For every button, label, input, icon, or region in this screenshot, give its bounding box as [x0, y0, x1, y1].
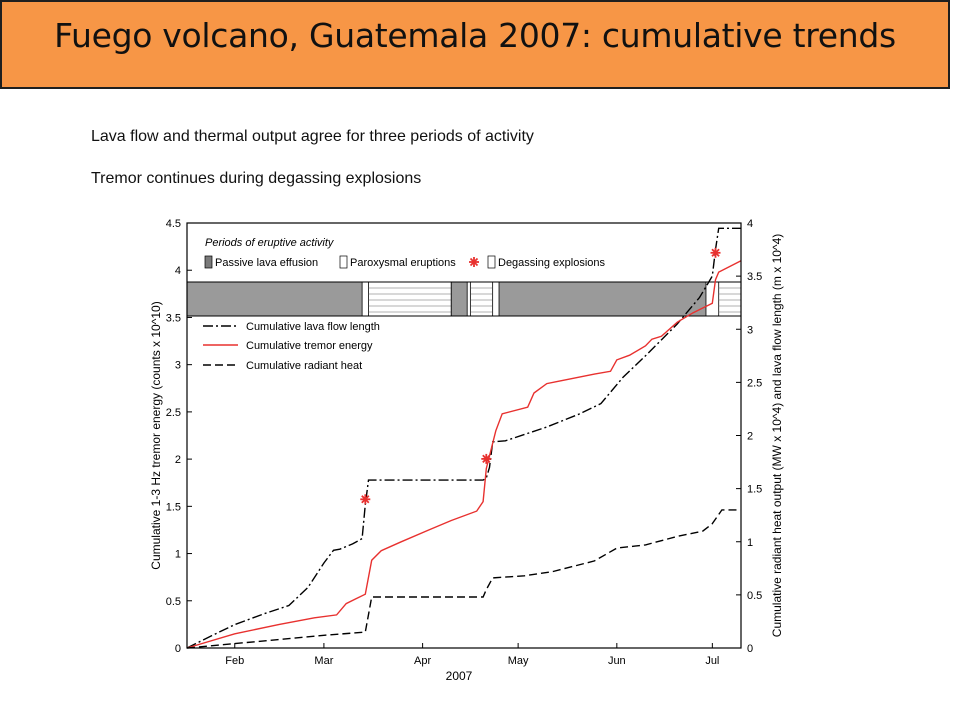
legend-star-icon [469, 257, 479, 267]
activity-band-passive [186, 281, 363, 317]
legend-label-tremor-energy-line: Cumulative tremor energy [246, 340, 373, 352]
period-legend-title: Periods of eruptive activity [205, 237, 335, 249]
activity-band-passive [450, 281, 468, 317]
paroxysmal-eruption-marker [710, 247, 721, 258]
x-tick-label: May [508, 655, 529, 667]
left-tick-label: 4 [175, 265, 181, 277]
left-tick-label: 2.5 [166, 407, 181, 419]
period-legend-box [194, 232, 636, 274]
paroxysmal-eruption-marker [360, 494, 371, 505]
left-tick-label: 3.5 [166, 312, 181, 324]
right-tick-label: 3 [747, 324, 753, 336]
left-tick-label: 3 [175, 360, 181, 372]
right-tick-label: 4 [747, 218, 753, 230]
slide-title: Fuego volcano, Guatemala 2007: cumulativ… [54, 16, 896, 55]
legend-label-lava-flow-length-line: Cumulative lava flow length [246, 321, 380, 333]
legend-label-paroxysmal: Paroxysmal eruptions [350, 257, 456, 269]
right-tick-label: 2 [747, 431, 753, 443]
left-tick-label: 2 [175, 454, 181, 466]
radiant-heat-line [186, 509, 741, 649]
title-bar: Fuego volcano, Guatemala 2007: cumulativ… [0, 0, 950, 89]
legend-label-degassing: Degassing explosions [498, 257, 606, 269]
left-tick-label: 0.5 [166, 596, 181, 608]
activity-band-degassing [469, 281, 494, 317]
x-axis-label: 2007 [446, 669, 473, 683]
x-tick-label: Mar [314, 655, 333, 667]
legend-label-passive: Passive lava effusion [215, 257, 318, 269]
paroxysmal-eruption-marker [481, 453, 492, 464]
legend-swatch-passive [204, 255, 213, 269]
left-tick-label: 4.5 [166, 218, 181, 230]
left-tick-label: 0 [175, 643, 181, 655]
x-tick-label: Jun [608, 655, 626, 667]
right-tick-label: 3.5 [747, 271, 762, 283]
right-tick-label: 1 [747, 537, 753, 549]
x-tick-label: Feb [225, 655, 244, 667]
activity-band-passive [498, 281, 707, 317]
right-tick-label: 0 [747, 643, 753, 655]
left-axis-label: Cumulative 1-3 Hz tremor energy (counts … [149, 301, 163, 569]
bullet-line-2: Tremor continues during degassing explos… [91, 170, 422, 187]
tremor-energy-line [186, 260, 742, 649]
activity-band-degassing [718, 281, 742, 317]
x-tick-label: Jul [705, 655, 719, 667]
activity-band-degassing [368, 281, 452, 317]
right-tick-label: 2.5 [747, 377, 762, 389]
legend-swatch-degassing [487, 255, 496, 269]
x-tick-label: Apr [414, 655, 431, 667]
bullet-line-1: Lava flow and thermal output agree for t… [91, 128, 534, 145]
right-tick-label: 1.5 [747, 484, 762, 496]
right-tick-label: 0.5 [747, 590, 762, 602]
legend-label-radiant-heat-line: Cumulative radiant heat [246, 360, 362, 372]
lava-flow-length-line [186, 227, 741, 649]
legend-swatch-paroxysmal [339, 255, 348, 269]
series-legend-box [196, 320, 396, 376]
left-tick-label: 1 [175, 549, 181, 561]
right-axis-label: Cumulative radiant heat output (MW x 10^… [770, 234, 784, 637]
left-tick-label: 1.5 [166, 501, 181, 513]
